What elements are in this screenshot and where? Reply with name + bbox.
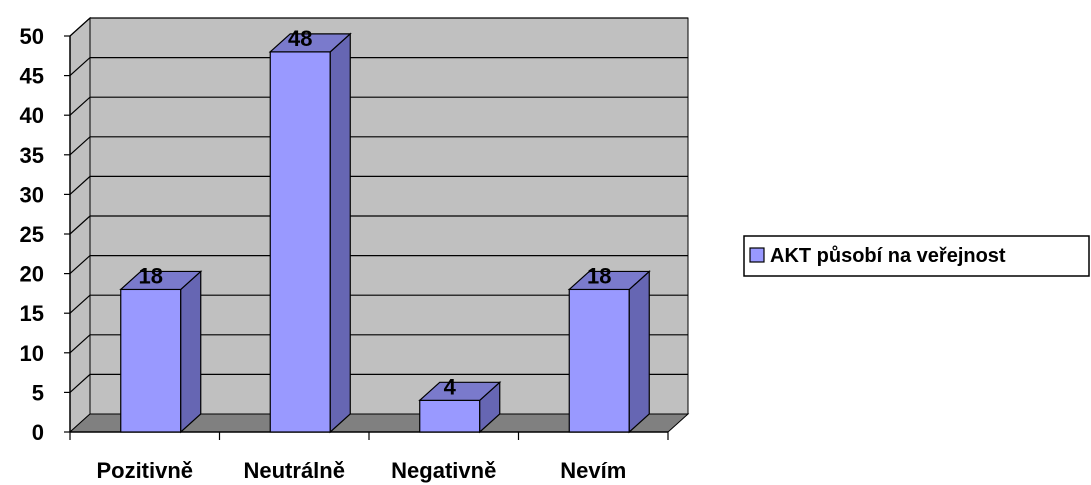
y-tick-label: 15 [20,301,44,326]
bar-top [268,33,352,53]
bar [268,32,352,434]
bar [567,270,651,434]
bars [119,32,651,434]
bar-top [119,270,203,291]
legend: AKT působí na veřejnost [743,235,1090,277]
bar-front [419,399,481,433]
y-tick-label: 45 [20,64,44,89]
bar-side [329,32,351,434]
category-label: Pozitivně [96,458,193,483]
gridline [69,175,688,195]
data-labels: 18 48 4 18 [139,26,612,399]
y-tick-label: 5 [32,380,44,405]
gridlines [69,17,688,393]
bar [418,380,502,434]
y-tick-label: 0 [32,420,44,445]
y-tick-label: 10 [20,341,44,366]
gridline [69,215,688,235]
data-label: 48 [288,26,312,51]
x-axis-category-labels: Pozitivně Neutrálně Negativně Nevím [96,458,626,483]
y-tick-label: 50 [20,24,44,49]
y-axis-tick-labels: 0 5 10 15 20 25 30 35 40 45 50 [20,24,70,445]
legend-entry-label: AKT působí na veřejnost [770,245,1006,267]
gridline [69,96,688,116]
bar-side [628,270,650,434]
y-tick-label: 30 [20,182,44,207]
gridline [69,294,688,314]
data-label: 18 [139,263,163,288]
category-label: Neutrálně [244,458,345,483]
gridline [69,56,688,77]
gridline [69,255,688,275]
y-tick-label: 40 [20,103,44,128]
bar-top [418,381,502,401]
gridline [69,136,688,156]
bar-top [567,270,651,291]
y-tick-label: 20 [20,262,44,287]
bar-side [180,270,202,434]
gridline [69,334,688,354]
bar-front [568,288,630,433]
bar-front [120,288,182,433]
category-label: Negativně [391,458,496,483]
legend-swatch [749,247,765,263]
bar-front [269,51,331,433]
gridline [69,373,688,393]
category-label: Nevím [560,458,626,483]
gridline [69,17,688,37]
legend-box [743,235,1090,277]
y-tick-label: 25 [20,222,44,247]
data-label: 4 [444,374,457,399]
y-tick-label: 35 [20,143,44,168]
data-label: 18 [587,263,611,288]
bar [119,270,203,434]
